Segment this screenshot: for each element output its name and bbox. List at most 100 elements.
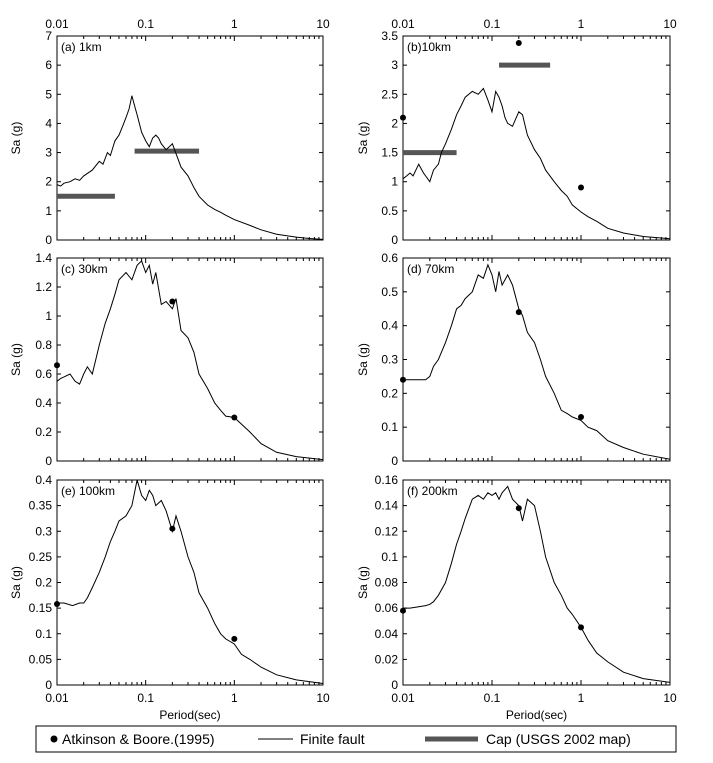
plot-frame xyxy=(402,257,671,462)
y-tick-label: 0 xyxy=(391,454,398,468)
y-tick-label: 0.4 xyxy=(381,319,398,333)
y-tick-label: 0.1 xyxy=(381,420,398,434)
y-tick-label: 6 xyxy=(45,58,52,72)
atkinson-boore-point xyxy=(400,376,406,383)
y-tick-label: 0.6 xyxy=(35,367,52,381)
y-tick-label: 0.4 xyxy=(35,396,52,410)
atkinson-boore-point xyxy=(515,505,522,512)
x-tick-label: 10 xyxy=(316,691,330,705)
y-tick-label: 3 xyxy=(391,58,398,72)
y-tick-label: 3 xyxy=(45,146,52,160)
x-tick-label: 10 xyxy=(316,17,330,31)
y-axis-label: Sa (g) xyxy=(356,122,370,155)
chart-panel: 0 1 2 3 4 5 6 70.01 0.1 1 10 Sa (g) (a) 1km xyxy=(9,17,330,247)
atkinson-boore-point xyxy=(578,624,584,631)
x-tick-label: 0.01 xyxy=(391,691,415,705)
y-tick-label: 7 xyxy=(45,29,52,43)
panel-label: (c) 30km xyxy=(61,262,108,276)
finite-fault-line xyxy=(403,263,671,460)
y-tick-label: 0.4 xyxy=(35,473,52,487)
y-tick-label: 2 xyxy=(391,116,398,130)
y-tick-label: 0.35 xyxy=(29,499,53,513)
x-tick-label: 0.01 xyxy=(45,17,69,31)
panel-label: (e) 100km xyxy=(61,484,115,498)
y-tick-label: 0 xyxy=(391,233,398,247)
y-tick-label: 0.06 xyxy=(375,601,399,615)
y-tick-label: 1.5 xyxy=(381,146,398,160)
chart-panel: 0 0.5 1 1.5 2 2.5 3 3.50.01 0.1 1 10 Sa (g) (b)10km xyxy=(356,17,677,247)
y-tick-label: 0.25 xyxy=(29,550,53,564)
y-tick-label: 0 xyxy=(45,678,52,692)
x-tick-label: 1 xyxy=(578,17,585,31)
y-tick-label: 0.02 xyxy=(375,652,399,666)
atkinson-boore-point xyxy=(515,39,522,46)
x-tick-label: 0.1 xyxy=(137,17,154,31)
y-tick-label: 0.14 xyxy=(375,499,399,513)
y-tick-label: 1.2 xyxy=(35,280,52,294)
y-tick-label: 0.8 xyxy=(35,338,52,352)
chart-panel: 0 0.05 0.1 0.15 0.2 0.25 0.3 0.35 0.4 0.01 0.1 1 10 P… xyxy=(9,473,330,722)
y-tick-label: 0.2 xyxy=(35,425,52,439)
y-tick-label: 0.1 xyxy=(35,627,52,641)
atkinson-boore-point xyxy=(400,607,406,614)
y-tick-label: 0.2 xyxy=(35,576,52,590)
plot-frame xyxy=(56,35,324,241)
y-tick-label: 0.04 xyxy=(375,627,399,641)
x-tick-label: 1 xyxy=(231,691,238,705)
y-axis-label: Sa (g) xyxy=(356,343,370,376)
y-tick-label: 0 xyxy=(45,233,52,247)
y-tick-label: 3.5 xyxy=(381,29,398,43)
plot-frame xyxy=(56,257,324,462)
x-tick-label: 10 xyxy=(663,17,677,31)
y-tick-label: 0.1 xyxy=(381,550,398,564)
y-axis-label: Sa (g) xyxy=(9,122,23,155)
legend-marker-symbol xyxy=(50,735,58,743)
y-axis-label: Sa (g) xyxy=(9,343,23,376)
panel-label: (f) 200km xyxy=(407,484,458,498)
panel-label: (a) 1km xyxy=(61,40,102,54)
legend-label-atkinson: Atkinson & Boore.(1995) xyxy=(62,731,215,747)
atkinson-boore-point xyxy=(169,525,176,532)
chart-panel: 0 0.02 0.04 0.06 0.08 0.1 0.12 0.14 0.16 0.01 0.1 1… xyxy=(356,473,677,722)
x-axis-label: Period(sec) xyxy=(159,708,220,722)
x-tick-label: 0.01 xyxy=(45,691,69,705)
y-tick-label: 1 xyxy=(45,309,52,323)
y-tick-label: 0.3 xyxy=(35,524,52,538)
x-tick-label: 1 xyxy=(578,691,585,705)
atkinson-boore-point xyxy=(515,309,522,316)
y-tick-label: 0.5 xyxy=(381,285,398,299)
y-tick-label: 2 xyxy=(45,175,52,189)
y-tick-label: 0.08 xyxy=(375,576,399,590)
finite-fault-line xyxy=(57,479,324,684)
plot-frame xyxy=(402,479,671,686)
x-tick-label: 0.1 xyxy=(137,691,154,705)
x-tick-label: 10 xyxy=(663,691,677,705)
y-tick-label: 0.16 xyxy=(375,473,399,487)
legend-label-finite-fault: Finite fault xyxy=(300,731,365,747)
plot-frame xyxy=(402,35,671,241)
y-tick-label: 2.5 xyxy=(381,87,398,101)
atkinson-boore-point xyxy=(231,414,238,421)
finite-fault-line xyxy=(402,87,671,240)
y-tick-label: 0 xyxy=(45,454,52,468)
y-tick-label: 1 xyxy=(391,175,398,189)
y-tick-label: 1 xyxy=(45,204,52,218)
finite-fault-line xyxy=(56,259,324,461)
y-tick-label: 5 xyxy=(45,87,52,101)
chart-panel: 0 0.1 0.2 0.3 0.4 0.5 0.6 Sa (g) (d) 70km xyxy=(356,251,671,468)
legend-frame xyxy=(35,725,677,753)
x-axis-label: Period(sec) xyxy=(506,708,567,722)
panel-label: (b)10km xyxy=(407,40,451,54)
legend-label-cap: Cap (USGS 2002 map) xyxy=(486,731,631,747)
legend: Atkinson & Boore.(1995) Finite fault Cap (… xyxy=(35,725,677,753)
finite-fault-line xyxy=(403,485,671,683)
y-axis-label: Sa (g) xyxy=(356,566,370,599)
x-tick-label: 0.01 xyxy=(391,17,415,31)
atkinson-boore-point xyxy=(54,362,60,369)
y-tick-label: 0.3 xyxy=(381,353,398,367)
y-tick-label: 0.15 xyxy=(29,601,53,615)
chart-panel: 0 0.2 0.4 0.6 0.8 1 1.2 1.4 Sa (g) (c) 30km xyxy=(9,251,324,468)
y-tick-label: 0.05 xyxy=(29,652,53,666)
x-tick-label: 0.1 xyxy=(484,691,501,705)
